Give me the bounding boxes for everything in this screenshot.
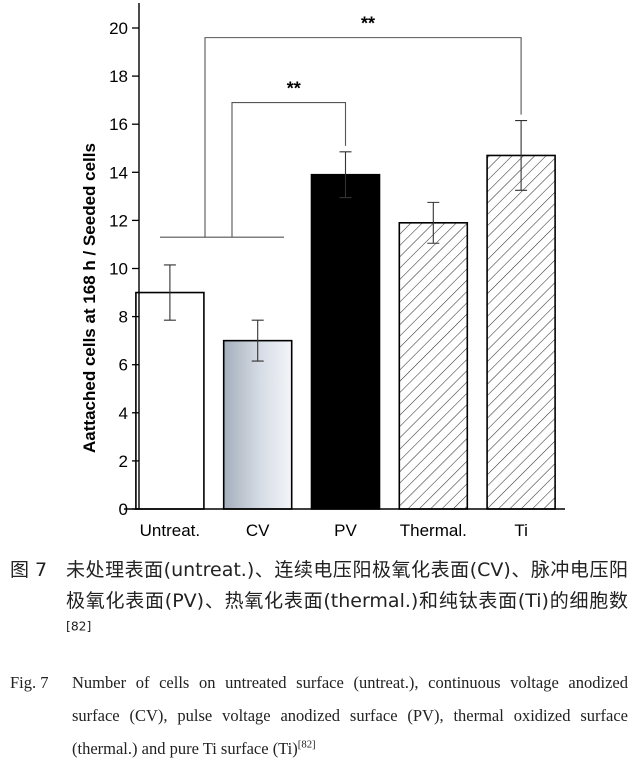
significance-label-1: **	[287, 79, 301, 99]
y-tick-label-10: 10	[109, 260, 128, 279]
figure-label-en: Fig. 7	[10, 673, 49, 692]
bar-cv	[222, 339, 293, 510]
bar-thermal	[398, 222, 469, 510]
y-tick-label-20: 20	[109, 19, 128, 38]
significance-bracket-1	[231, 102, 347, 238]
error-bar-thermal	[427, 201, 440, 244]
y-tick-label-8: 8	[119, 308, 128, 327]
y-tick-label-16: 16	[109, 115, 128, 134]
y-tick-label-18: 18	[109, 67, 128, 86]
error-bar-ti	[515, 120, 528, 191]
axes-frame	[124, 3, 565, 510]
reference-en: [82]	[297, 738, 316, 751]
figure-label-cn: 图 7	[10, 559, 48, 581]
x-tick-label-thermal: Thermal.	[400, 521, 467, 540]
caption-chinese: 图 7 未处理表面(untreat.)、连续电压阳极氧化表面(CV)、脉冲电压阳…	[10, 555, 628, 648]
significance-label-2: **	[361, 14, 375, 34]
x-tick-label-untreat: Untreat.	[140, 521, 200, 540]
x-tick-label-ti: Ti	[514, 521, 528, 540]
bar-pv	[310, 173, 381, 510]
bar-ti	[486, 154, 556, 510]
caption-text-en: Number of cells on untreated surface (un…	[72, 673, 628, 758]
y-tick-label-14: 14	[109, 163, 128, 182]
bar-chart: ** ** 0 2 4 6 8 10 12 14 16 18 20 Untreat. CV PV Therma…	[80, 3, 565, 540]
caption-text-cn: 未处理表面(untreat.)、连续电压阳极氧化表面(CV)、脉冲电压阳极氧化表…	[66, 559, 628, 634]
y-axis-label: Aattached cells at 168 h / Seeded cells	[80, 143, 99, 453]
y-tick-label-4: 4	[119, 404, 128, 423]
x-tick-label-cv: CV	[246, 521, 270, 540]
significance-bracket-2	[204, 37, 522, 238]
reference-cn: [82]	[66, 619, 92, 634]
error-bar-untreat	[163, 264, 176, 321]
error-bar-cv	[251, 319, 264, 362]
x-tick-label-pv: PV	[334, 521, 357, 540]
bar-untreat	[135, 291, 205, 510]
y-tick-label-6: 6	[119, 356, 128, 375]
y-tick-label-0: 0	[119, 500, 128, 519]
y-tick-label-12: 12	[109, 211, 128, 230]
caption-english: Fig. 7 Number of cells on untreated surf…	[10, 666, 628, 765]
error-bar-pv	[339, 151, 352, 199]
y-tick-label-2: 2	[119, 452, 128, 471]
